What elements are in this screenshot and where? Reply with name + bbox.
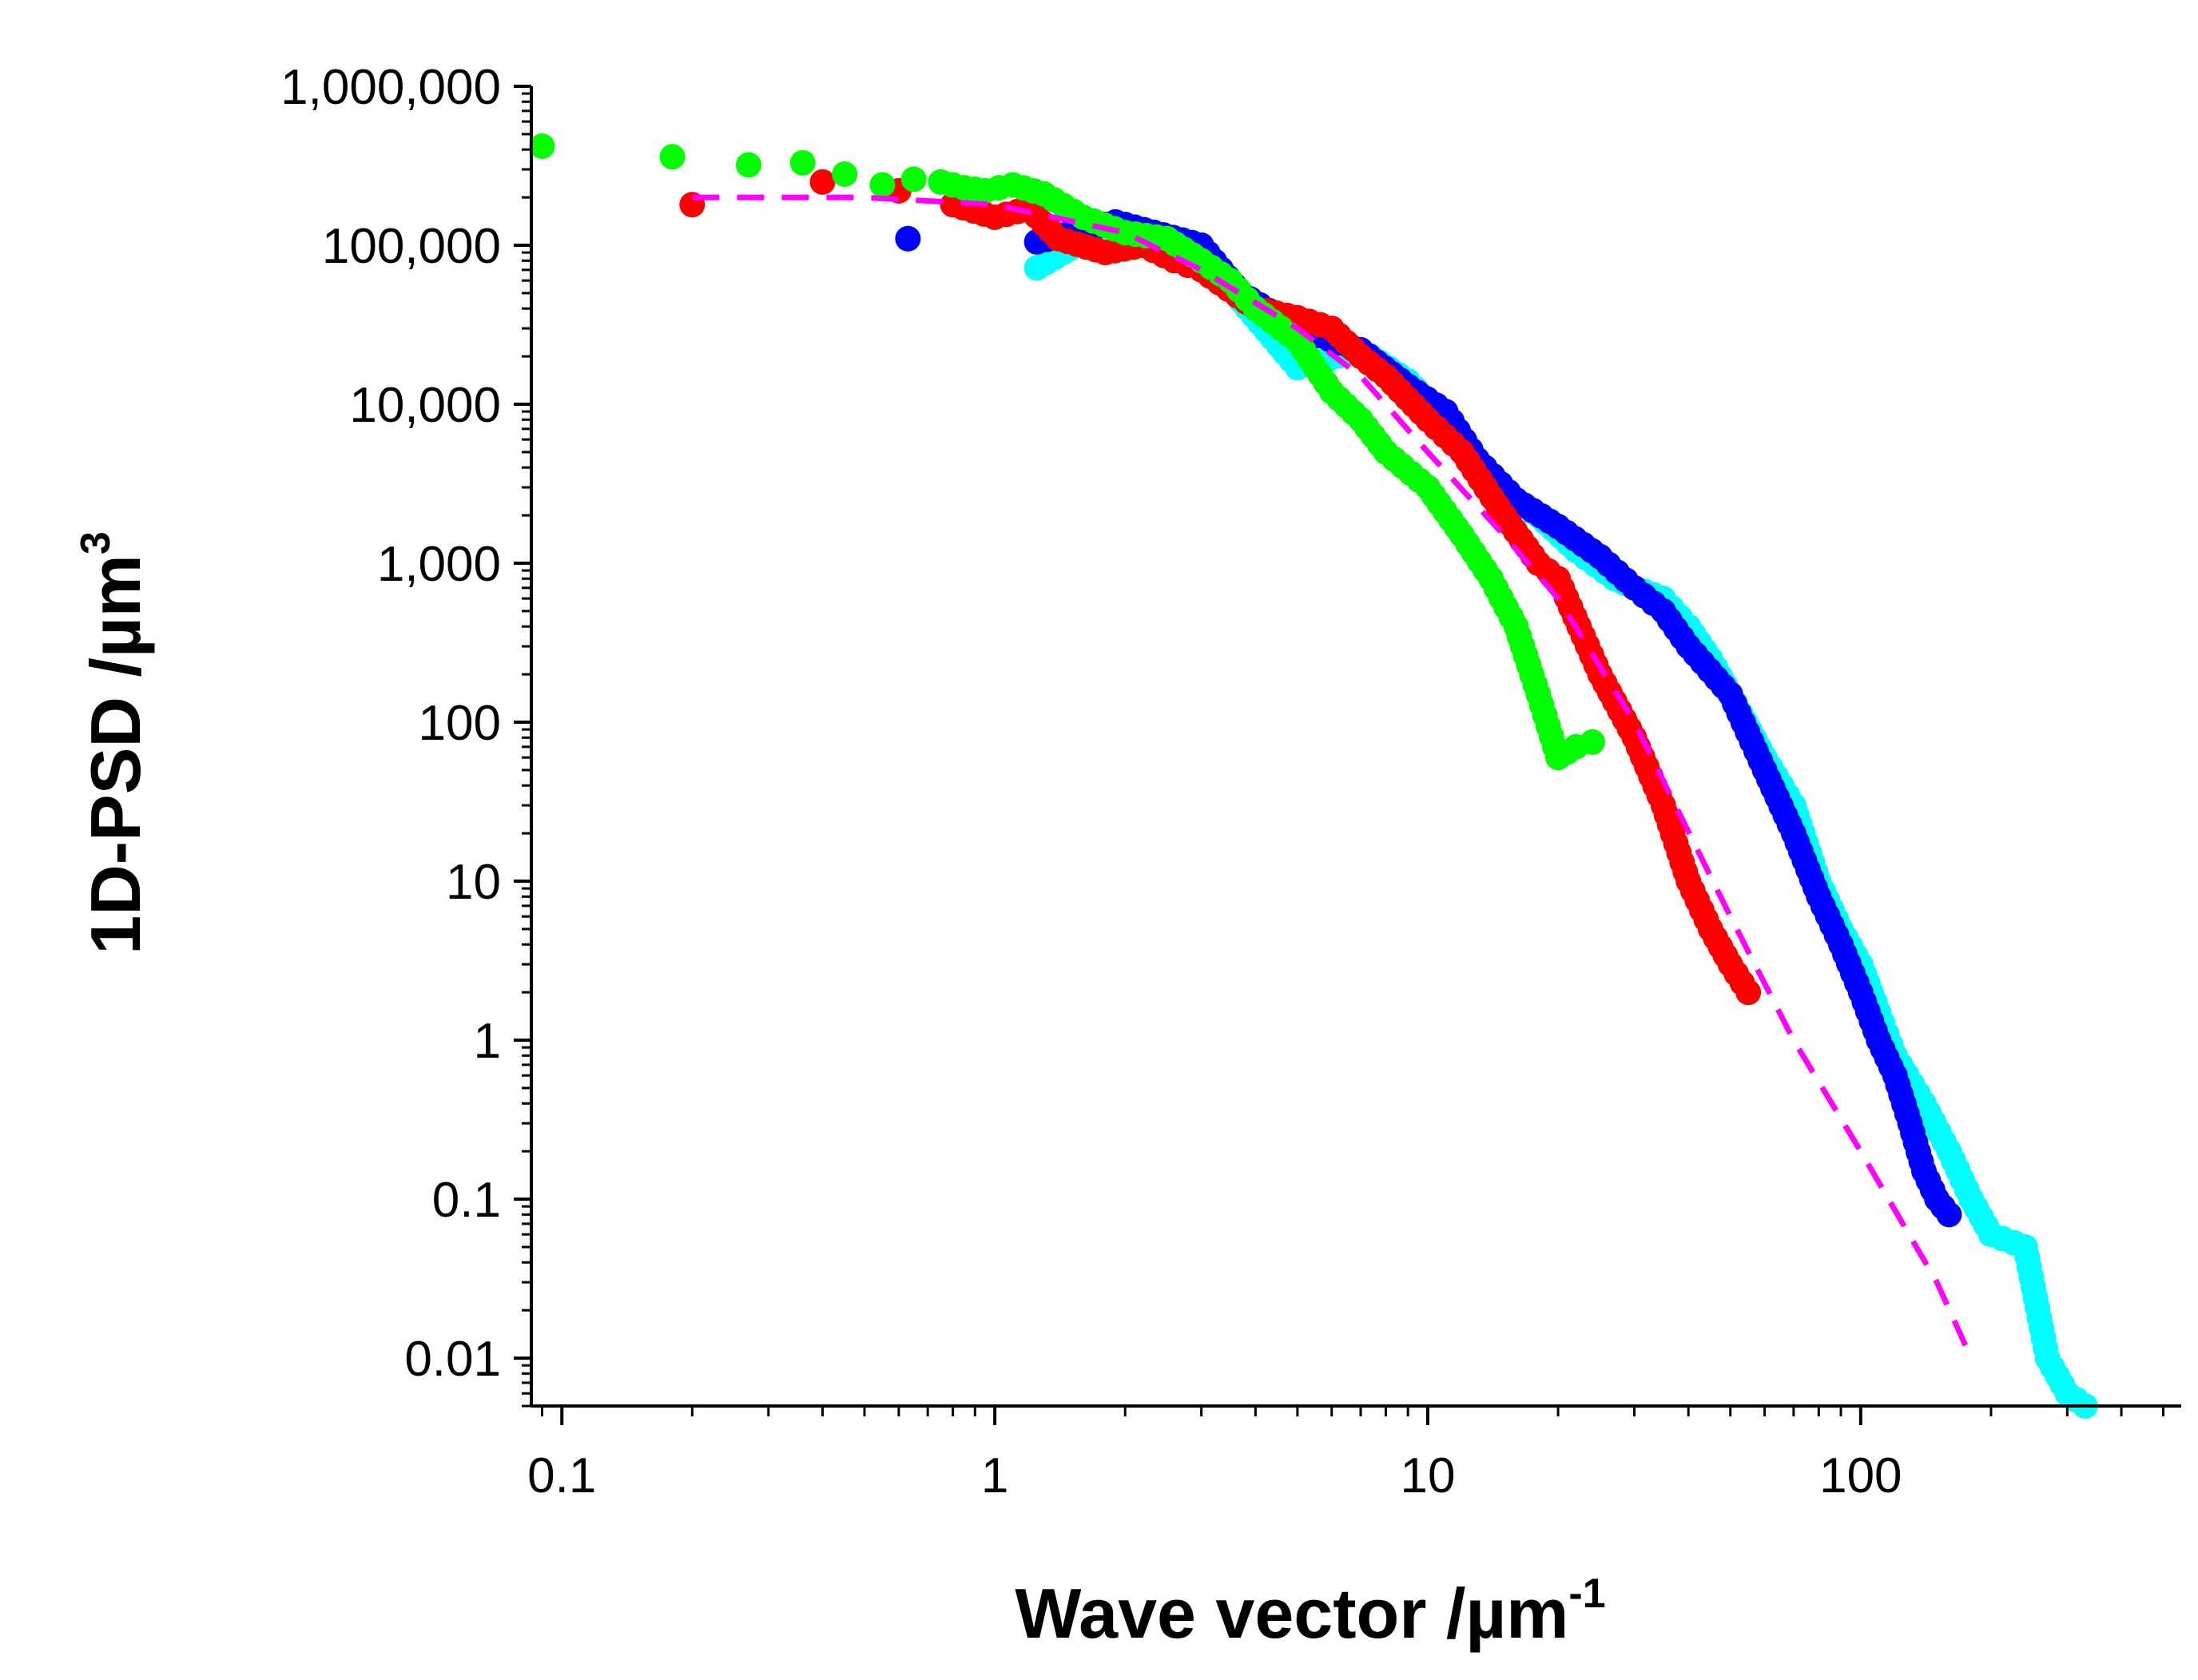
data-point (895, 225, 921, 252)
x-tick-label: 100 (1819, 1448, 1902, 1503)
y-tick-label: 100,000 (322, 219, 501, 274)
data-point (1936, 1201, 1962, 1228)
y-axis-title-text: 1D-PSD /µm (76, 554, 155, 955)
x-axis-title-text: Wave vector /µm (1015, 1574, 1568, 1653)
data-point (789, 149, 816, 176)
series-4 (529, 133, 1605, 771)
y-axis-title-superscript: 3 (73, 531, 119, 554)
y-axis-title: 1D-PSD /µm3 (73, 531, 155, 955)
data-point (659, 144, 686, 170)
data-point (809, 169, 836, 195)
data-point (1735, 979, 1762, 1006)
y-tick-label: 1,000 (377, 537, 501, 592)
x-axis-title-superscript: -1 (1568, 1571, 1605, 1617)
data-point (869, 172, 896, 198)
data-point (1579, 729, 1605, 755)
x-tick-label: 1 (981, 1448, 1008, 1503)
x-tick-label: 0.1 (527, 1448, 596, 1503)
y-tick-label: 0.1 (432, 1173, 501, 1228)
fit-line (692, 194, 1974, 1360)
data-point (832, 161, 858, 188)
x-axis-title: Wave vector /µm-1 (1015, 1571, 1605, 1653)
series-5 (692, 194, 1974, 1360)
data-point (529, 133, 555, 159)
ticks-layer: 1,000,000 100,000 10,000 1,000 100 10 1 0.1 0.01… (280, 60, 2165, 1503)
x-tick-label: 10 (1400, 1448, 1455, 1503)
data-point (900, 166, 927, 193)
y-tick-label: 10,000 (349, 378, 501, 433)
y-tick-label: 10 (446, 855, 501, 910)
y-tick-label: 1 (474, 1014, 501, 1069)
y-tick-label: 0.01 (404, 1332, 501, 1387)
y-tick-label: 100 (419, 696, 501, 751)
data-point (735, 152, 761, 178)
y-tick-label: 1,000,000 (280, 60, 501, 115)
